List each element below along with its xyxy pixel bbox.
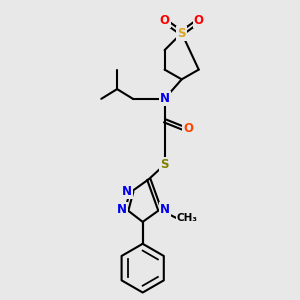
Text: O: O: [194, 14, 204, 27]
Text: N: N: [122, 185, 132, 198]
Text: N: N: [117, 203, 127, 216]
Text: O: O: [183, 122, 193, 135]
Text: N: N: [160, 203, 170, 216]
Text: CH₃: CH₃: [177, 213, 198, 223]
Text: S: S: [177, 27, 186, 40]
Text: N: N: [160, 92, 170, 105]
Text: O: O: [160, 14, 170, 27]
Text: S: S: [160, 158, 169, 171]
